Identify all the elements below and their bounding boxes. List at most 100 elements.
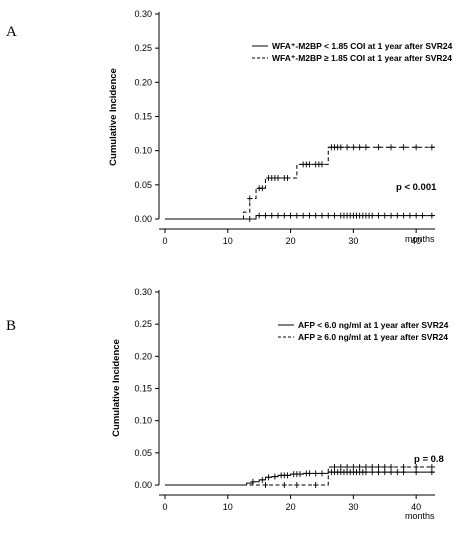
censor-mark [306, 161, 312, 168]
censor-mark [313, 482, 319, 488]
y-tick-label: 0.25 [134, 319, 152, 329]
censor-mark [275, 212, 281, 219]
censor-mark [284, 472, 290, 479]
panel-b: B 0.00 0.05 0.10 0.15 0.20 0.25 0.30 0 10 20 30 40mo… [6, 287, 449, 521]
y-tick-label: 0.05 [134, 448, 152, 458]
censor-mark [375, 463, 381, 470]
censor-mark [394, 469, 400, 476]
panel-label: B [6, 318, 16, 334]
p-value: p < 0.001 [396, 182, 437, 193]
y-tick-label: 0.00 [134, 214, 152, 224]
censor-mark [266, 474, 272, 481]
panel-label: A [6, 24, 17, 40]
censor-mark [388, 463, 394, 470]
censor-mark [247, 216, 253, 222]
x-tick-label: 0 [162, 502, 167, 512]
censor-mark [319, 470, 325, 477]
censor-mark [388, 469, 394, 476]
censor-mark [401, 469, 407, 476]
censor-mark [259, 476, 265, 483]
censor-mark [369, 463, 375, 470]
censor-mark [382, 212, 388, 219]
y-axis-title: Cumulative Incidence [108, 68, 119, 166]
censor-mark [259, 185, 265, 192]
censor-mark [262, 482, 268, 488]
censor-mark [338, 463, 344, 470]
censor-mark [375, 469, 381, 476]
legend-label: WFA⁺-M2BP < 1.85 COI at 1 year after SVR… [272, 41, 453, 51]
censor-mark [344, 144, 350, 151]
x-tick-label: 40 [411, 502, 421, 512]
censor-mark [313, 470, 319, 477]
censor-mark [272, 473, 278, 480]
censor-mark [369, 212, 375, 219]
censor-mark [388, 144, 394, 151]
censor-mark [429, 463, 435, 470]
censor-mark [429, 144, 435, 151]
censor-mark [350, 463, 356, 470]
y-tick-label: 0.30 [134, 9, 152, 19]
series-line-2 [165, 146, 435, 220]
censor-mark [344, 463, 350, 470]
censor-mark [363, 469, 369, 476]
legend-label: AFP ≥ 6.0 ng/ml at 1 year after SVR24 [298, 332, 448, 342]
censor-mark [262, 212, 268, 219]
censor-mark [382, 463, 388, 470]
legend-label: AFP < 6.0 ng/ml at 1 year after SVR24 [298, 320, 449, 330]
censor-mark [297, 471, 303, 478]
y-tick-label: 0.30 [134, 287, 152, 297]
censor-mark [247, 195, 253, 202]
censor-mark [357, 463, 363, 470]
x-tick-label: 20 [286, 502, 296, 512]
censor-mark [401, 212, 407, 219]
censor-mark [250, 478, 256, 485]
censor-mark [375, 212, 381, 219]
y-tick-label: 0.25 [134, 43, 152, 53]
y-tick-label: 0.20 [134, 351, 152, 361]
x-tick-label: 40 [411, 236, 421, 246]
legend-label: WFA⁺-M2BP ≥ 1.85 COI at 1 year after SVR… [272, 53, 452, 63]
y-tick-label: 0.05 [134, 180, 152, 190]
series-line-2 [165, 466, 435, 486]
censor-mark [300, 212, 306, 219]
censor-mark [369, 469, 375, 476]
y-tick-label: 0.10 [134, 146, 152, 156]
censor-mark [294, 482, 300, 488]
series-line-1 [165, 215, 435, 220]
censor-mark [275, 175, 281, 181]
censor-mark [332, 463, 338, 470]
x-axis-title: months [405, 511, 435, 521]
censor-mark [382, 469, 388, 476]
censor-mark [281, 482, 287, 488]
censor-mark [332, 212, 338, 219]
y-axis-title: Cumulative Incidence [111, 339, 122, 437]
censor-mark [413, 463, 419, 470]
p-value: p = 0.8 [414, 454, 444, 465]
panel-a: A 0.00 0.05 0.10 0.15 0.20 0.25 0.30 0 10 20 30 40mo… [6, 9, 453, 246]
censor-mark [350, 144, 356, 151]
censor-mark [319, 161, 325, 168]
censor-mark [306, 212, 312, 219]
censor-mark [281, 212, 287, 219]
x-tick-label: 30 [348, 236, 358, 246]
censor-mark [429, 212, 435, 219]
censor-mark [284, 175, 290, 181]
censor-mark [429, 469, 435, 476]
x-tick-label: 20 [286, 236, 296, 246]
censor-mark [294, 212, 300, 219]
y-tick-label: 0.20 [134, 77, 152, 87]
y-tick-label: 0.15 [134, 384, 152, 394]
censor-mark [256, 212, 262, 219]
censor-mark [357, 144, 363, 151]
y-tick-label: 0.10 [134, 416, 152, 426]
censor-mark [413, 469, 419, 476]
censor-mark [413, 212, 419, 219]
censor-mark [413, 144, 419, 151]
censor-mark [388, 212, 394, 219]
x-axis-title: months [405, 234, 435, 244]
censor-mark [325, 212, 331, 219]
x-tick-label: 10 [223, 236, 233, 246]
censor-mark [313, 212, 319, 219]
censor-mark [288, 212, 294, 219]
